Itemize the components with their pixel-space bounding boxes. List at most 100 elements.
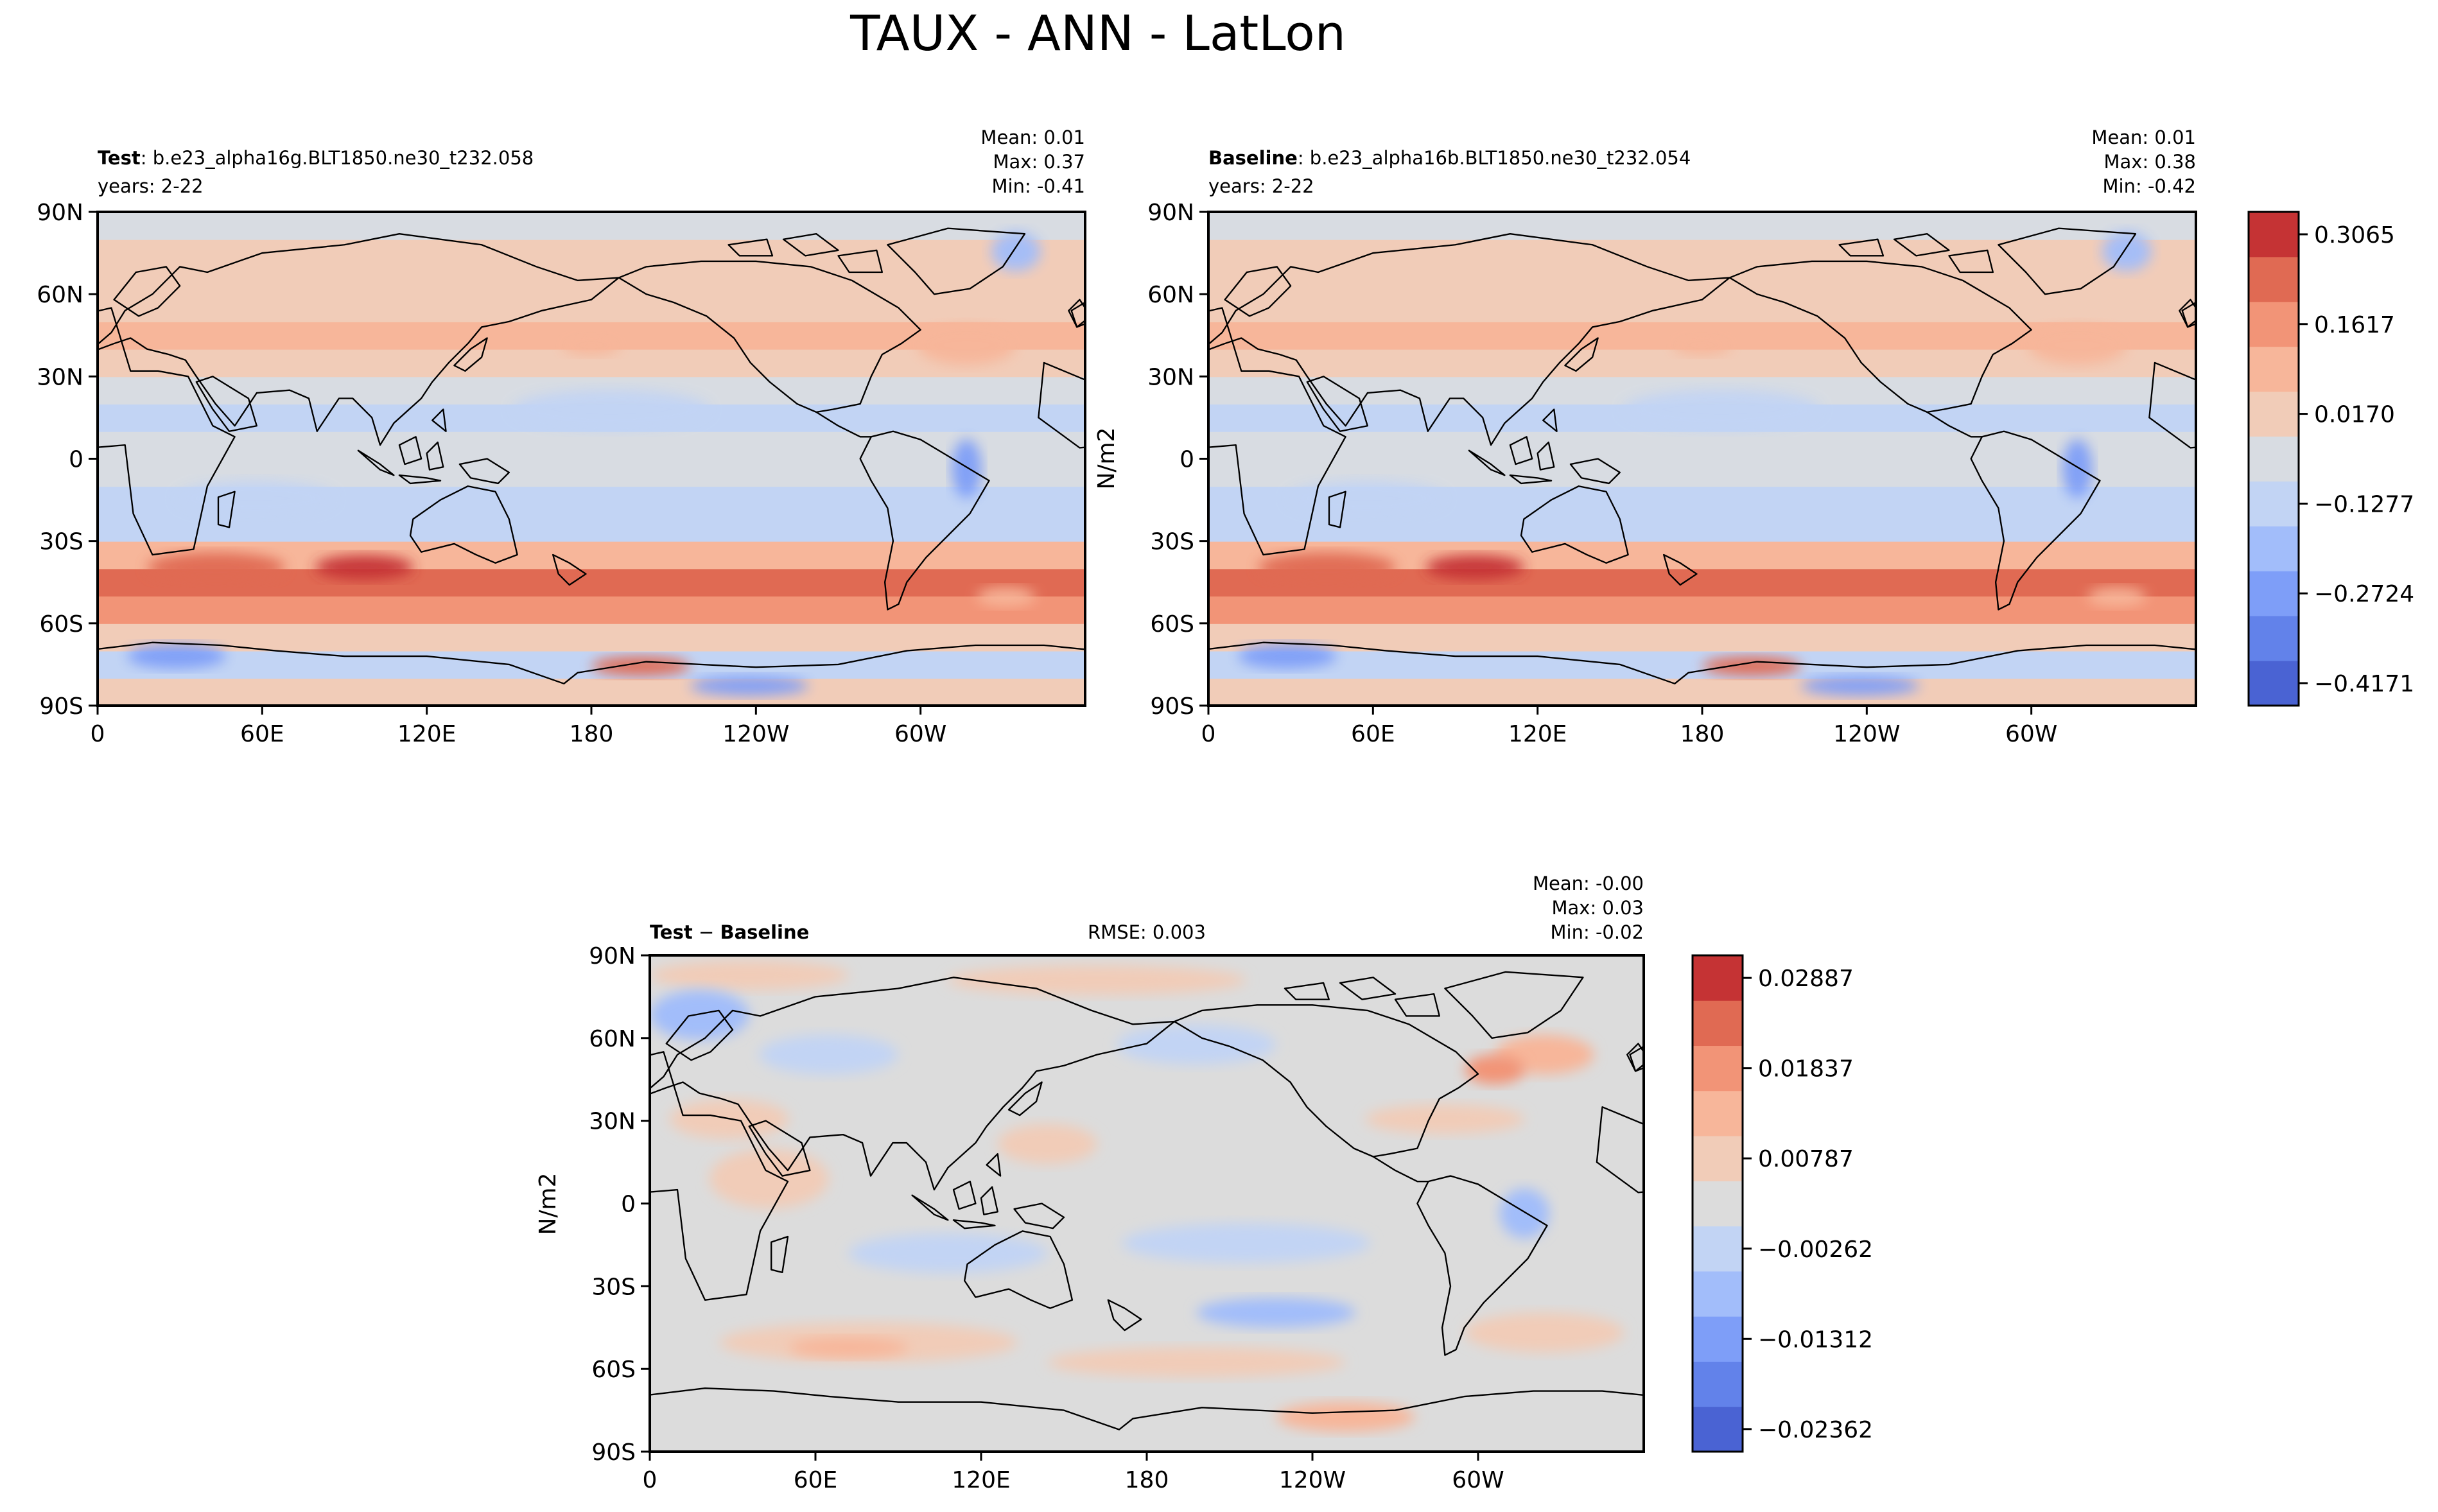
diff-field-patch bbox=[948, 965, 1246, 995]
test-zonal-band bbox=[98, 513, 1085, 542]
diff-colorbar-segment bbox=[1693, 1136, 1743, 1181]
main-colorbar-segment bbox=[2249, 346, 2299, 392]
main-colorbar-tick-label: 0.1617 bbox=[2314, 312, 2395, 338]
panel-test: 90N 60N 30N 0 30S 60S 90S 0 60E 120E 180 120W 60W T… bbox=[37, 126, 1086, 747]
test-lat-tick-label: 60N bbox=[37, 282, 83, 308]
diff-mean: Mean: -0.00 bbox=[1533, 873, 1644, 894]
test-field-feature bbox=[976, 587, 1036, 607]
test-lat-tick-label: 60S bbox=[39, 611, 83, 638]
baseline-max: Max: 0.38 bbox=[2103, 151, 2196, 173]
test-lon-tick-label: 180 bbox=[570, 721, 614, 747]
test-field-feature bbox=[991, 231, 1041, 272]
main-colorbar-segment bbox=[2249, 391, 2299, 437]
diff-map-field bbox=[650, 955, 1644, 1452]
test-label: Test bbox=[98, 147, 141, 169]
diff-rmse: RMSE: 0.003 bbox=[1088, 921, 1206, 943]
baseline-field-feature bbox=[1238, 643, 1337, 669]
diff-field-patch bbox=[1276, 1402, 1415, 1432]
diff-field-patch bbox=[1047, 1347, 1346, 1378]
diff-colorbar-segment bbox=[1693, 1406, 1743, 1452]
main-colorbar-segment bbox=[2249, 212, 2299, 257]
baseline-lat-tick-label: 30N bbox=[1147, 364, 1194, 390]
diff-colorbar-tick-label: 0.01837 bbox=[1758, 1056, 1854, 1082]
test-lat-tick-label: 0 bbox=[69, 447, 83, 473]
main-colorbar-tick-label: −0.4171 bbox=[2314, 671, 2414, 697]
diff-lat-tick-label: 60N bbox=[589, 1026, 636, 1052]
main-colorbar-tick-label: −0.1277 bbox=[2314, 491, 2414, 517]
diff-colorbar-tick-label: −0.01312 bbox=[1758, 1326, 1873, 1353]
figure-title: TAUX - ANN - LatLon bbox=[849, 4, 1346, 62]
main-colorbar-segment bbox=[2249, 571, 2299, 616]
baseline-field-feature bbox=[2028, 325, 2127, 365]
baseline-years: years: 2-22 bbox=[1208, 175, 1314, 197]
diff-colorbar-segment bbox=[1693, 1045, 1743, 1091]
diff-colorbar-tick-label: −0.00262 bbox=[1758, 1237, 1873, 1263]
diff-field-patch bbox=[1499, 1188, 1549, 1238]
diff-colorbar-segment bbox=[1693, 955, 1743, 1001]
diff-colorbar-frame bbox=[1691, 954, 1744, 1453]
baseline-case-name: : b.e23_alpha16b.BLT1850.ne30_t232.054 bbox=[1298, 147, 1691, 169]
diff-lat-tick-label: 60S bbox=[591, 1357, 636, 1383]
diff-field-patch bbox=[848, 1233, 1048, 1273]
baseline-zonal-band bbox=[1208, 678, 2196, 706]
diff-field-patch bbox=[650, 960, 849, 991]
main-colorbar-segment bbox=[2249, 301, 2299, 347]
baseline-mean: Mean: 0.01 bbox=[2091, 126, 2196, 148]
main-colorbar-segment bbox=[2249, 481, 2299, 526]
test-zonal-band bbox=[98, 239, 1085, 268]
diff-lat-tick-label: 90S bbox=[591, 1439, 636, 1466]
diff-field-patch bbox=[1465, 1312, 1624, 1353]
panel-diff: 90N 60N 30N 0 30S 60S 90S 0 60E 120E 180 120W 60W N… bbox=[535, 873, 1645, 1493]
diff-field-patch bbox=[788, 1337, 909, 1358]
test-field-feature bbox=[315, 555, 414, 580]
baseline-lat-tick-label: 90S bbox=[1150, 693, 1194, 720]
test-zonal-band bbox=[98, 212, 1085, 240]
baseline-map-field bbox=[1208, 212, 2196, 706]
test-min: Min: -0.41 bbox=[992, 175, 1085, 197]
test-field-feature bbox=[690, 675, 809, 696]
diff-max: Max: 0.03 bbox=[1551, 897, 1644, 919]
diff-lat-tick-label: 0 bbox=[621, 1192, 636, 1218]
test-field-feature bbox=[512, 389, 710, 430]
test-lon-tick-label: 60E bbox=[240, 721, 284, 747]
main-colorbar-segment bbox=[2249, 616, 2299, 661]
diff-lon-tick-label: 180 bbox=[1125, 1467, 1169, 1493]
baseline-field-feature bbox=[2062, 439, 2093, 499]
baseline-lat-tick-label: 60S bbox=[1150, 611, 1194, 638]
test-zonal-band bbox=[98, 623, 1085, 652]
test-lon-tick-label: 120E bbox=[397, 721, 456, 747]
test-field-feature bbox=[127, 643, 226, 669]
baseline-lon-tick-label: 0 bbox=[1201, 721, 1216, 747]
diff-colorbar-segment bbox=[1693, 1226, 1743, 1272]
svg-text:Baseline: b.e23_alpha16b.BLT18: Baseline: b.e23_alpha16b.BLT1850.ne30_t2… bbox=[1208, 147, 1691, 169]
baseline-zonal-band bbox=[1208, 431, 2196, 460]
main-colorbar-tick-label: −0.2724 bbox=[2314, 581, 2414, 607]
baseline-field-feature bbox=[1702, 656, 1801, 676]
baseline-lon-tick-label: 60E bbox=[1351, 721, 1395, 747]
baseline-min: Min: -0.42 bbox=[2103, 175, 2196, 197]
diff-lon-tick-label: 0 bbox=[643, 1467, 657, 1493]
test-max: Max: 0.37 bbox=[993, 151, 1085, 173]
test-map-field bbox=[98, 212, 1085, 706]
diff-lat-tick-label: 30S bbox=[591, 1274, 636, 1300]
baseline-lat-tick-label: 30S bbox=[1150, 529, 1194, 555]
test-lon-tick-label: 60W bbox=[894, 721, 946, 747]
diff-field-patch bbox=[709, 1149, 829, 1209]
panel-baseline: 90N 60N 30N 0 30S 60S 90S 0 60E 120E 180 120W 60W N… bbox=[1093, 126, 2197, 747]
baseline-lon-tick-label: 60W bbox=[2005, 721, 2057, 747]
test-lon-tick-label: 120W bbox=[722, 721, 789, 747]
test-zonal-band bbox=[98, 266, 1085, 295]
diff-field-patch bbox=[997, 1124, 1097, 1164]
diff-colorbar-segment bbox=[1693, 1271, 1743, 1317]
main-colorbar-segment bbox=[2249, 526, 2299, 571]
baseline-field-feature bbox=[2102, 231, 2152, 272]
baseline-zonal-band bbox=[1208, 294, 2196, 322]
baseline-lat-tick-label: 60N bbox=[1147, 282, 1194, 308]
baseline-lon-tick-label: 120W bbox=[1833, 721, 1900, 747]
test-field-feature bbox=[177, 481, 335, 516]
diff-lon-tick-label: 120E bbox=[952, 1467, 1010, 1493]
baseline-field-feature bbox=[1623, 389, 1821, 430]
diff-min: Min: -0.02 bbox=[1551, 921, 1644, 943]
baseline-zonal-band bbox=[1208, 596, 2196, 624]
baseline-lat-tick-label: 0 bbox=[1180, 447, 1194, 473]
